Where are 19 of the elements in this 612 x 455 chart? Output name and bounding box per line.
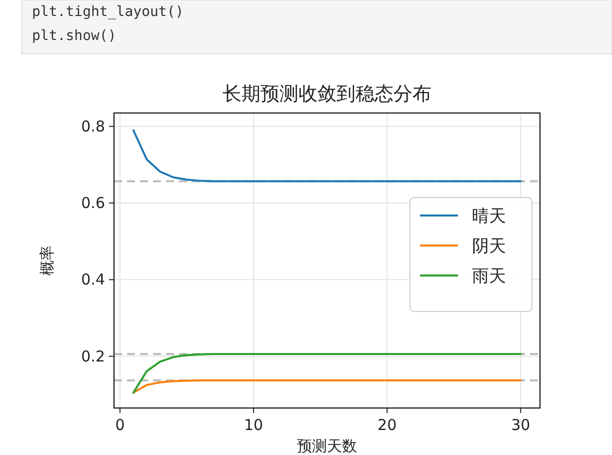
y-axis-title: 概率 xyxy=(38,246,56,276)
x-tick-label: 10 xyxy=(244,416,264,434)
y-tick-label: 0.4 xyxy=(81,270,105,289)
line-series xyxy=(132,129,522,182)
x-axis-title: 预测天数 xyxy=(297,437,357,455)
chart-title: 长期预测收敛到稳态分布 xyxy=(222,83,432,105)
x-tick-label: 0 xyxy=(115,416,125,434)
line-series xyxy=(132,379,522,394)
line-series xyxy=(132,352,522,394)
legend-label: 阴天 xyxy=(472,236,506,256)
text: plt.show() xyxy=(32,28,116,44)
y-tick-label: 0.8 xyxy=(81,117,105,136)
legend-label: 雨天 xyxy=(472,266,506,286)
legend-label: 晴天 xyxy=(472,206,506,226)
text: plt.tight_layout() xyxy=(32,4,184,20)
x-tick-label: 20 xyxy=(378,416,397,434)
x-tick-label: 30 xyxy=(511,416,530,434)
y-tick-label: 0.6 xyxy=(81,194,105,212)
y-tick-label: 0.2 xyxy=(81,347,105,366)
